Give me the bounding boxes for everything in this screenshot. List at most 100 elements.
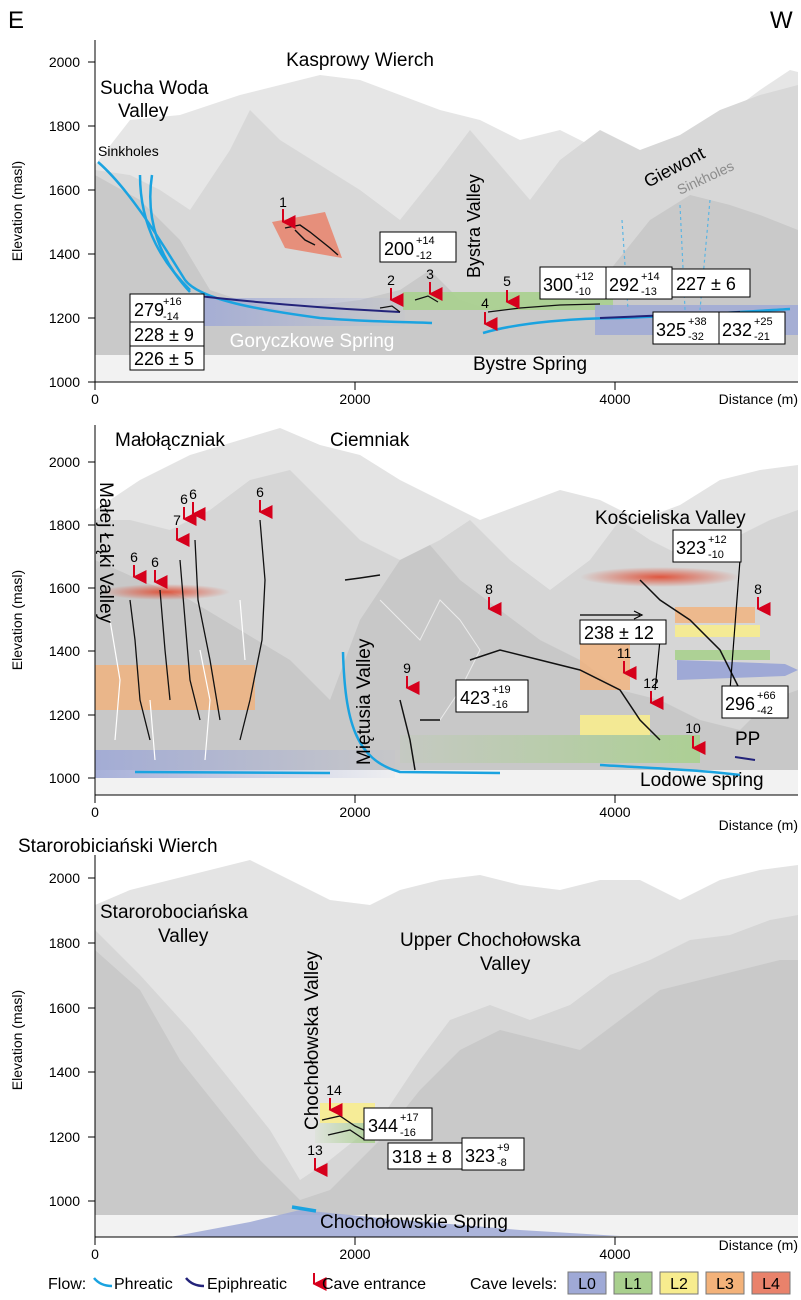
entrance-label: 13 (307, 1142, 323, 1158)
entrance-label: 11 (617, 645, 632, 661)
svg-text:+9: +9 (497, 1142, 510, 1154)
age-box: 279 +16 -14 (129, 293, 205, 323)
entrance-13: 13 (307, 1142, 328, 1177)
svg-text:238 ± 12: 238 ± 12 (584, 623, 654, 643)
x-tick-label: 2000 (339, 1246, 370, 1262)
svg-text:323: 323 (676, 538, 706, 558)
legend-flow-label: Flow: (48, 1276, 86, 1293)
entrance-label: 4 (481, 295, 489, 311)
svg-text:-14: -14 (163, 311, 179, 323)
panel-top: 2000 1800 1600 1400 1200 1000 0 2000 400… (9, 40, 798, 407)
age-box: 226 ± 5 (129, 345, 205, 371)
y-tick-label: 1800 (49, 517, 80, 533)
entrance-1: 1 (279, 194, 296, 229)
entrance-2: 2 (387, 272, 404, 307)
x-axis-title: Distance (m) (719, 391, 798, 407)
y-axis-title: Elevation (masl) (9, 570, 25, 670)
cave-survey (321, 1115, 369, 1141)
panel-bottom: 2000 1800 1600 1400 1200 1000 0 2000 400… (9, 836, 798, 1262)
svg-text:200: 200 (384, 239, 414, 259)
panel-middle: 2000 1800 1600 1400 1200 1000 0 2000 400… (9, 425, 798, 833)
entrance-label: 5 (503, 273, 511, 289)
svg-text:+19: +19 (492, 684, 511, 696)
entrance-6: 6 (151, 554, 168, 589)
svg-text:300: 300 (543, 275, 573, 295)
level-label: L0 (578, 1276, 596, 1293)
entrance-8: 8 (485, 581, 502, 616)
svg-text:-42: -42 (757, 705, 773, 717)
age-box: 318 ± 8 (387, 1142, 463, 1170)
svg-text:-32: -32 (688, 331, 704, 343)
svg-text:-10: -10 (708, 549, 724, 561)
svg-text:-16: -16 (400, 1127, 416, 1139)
valley-label: Valley (158, 926, 209, 947)
age-box: 300 +12 -10 (539, 266, 607, 300)
x-tick-label: 2000 (339, 391, 370, 407)
east-label: E (8, 7, 24, 34)
entrance-label: 6 (130, 549, 138, 565)
legend-cave-entrance: Cave entrance (322, 1276, 426, 1293)
entrance-9: 9 (403, 660, 420, 695)
svg-text:292: 292 (609, 275, 639, 295)
peak-label: Kasprowy Wierch (286, 50, 434, 71)
entrance-label: 6 (151, 554, 159, 570)
cave-survey (284, 224, 339, 256)
entrance-6: 6 (130, 549, 147, 584)
y-tick-label: 1400 (49, 246, 80, 262)
svg-text:226 ± 5: 226 ± 5 (134, 349, 194, 369)
age-box: 200 +14 -12 (379, 231, 457, 263)
west-label: W (770, 7, 793, 34)
peak-label: Ciemniak (330, 430, 410, 451)
svg-text:-21: -21 (754, 331, 770, 343)
svg-text:+66: +66 (757, 690, 776, 702)
entrance-label: 10 (685, 720, 701, 736)
age-box: 228 ± 9 (129, 321, 205, 347)
cave-survey-white (109, 599, 246, 761)
entrance-5: 5 (503, 273, 520, 309)
y-tick-label: 1800 (49, 935, 80, 951)
valley-label: Małej Łąki Valley (95, 482, 116, 624)
y-tick-label: 1000 (49, 1193, 80, 1209)
age-box: 232 +25 -21 (718, 311, 786, 345)
level-label: L3 (716, 1276, 734, 1293)
entrance-label: 6 (189, 486, 197, 502)
age-box: 344 +17 -16 (363, 1107, 433, 1141)
entrance-3: 3 (426, 266, 443, 301)
svg-text:+16: +16 (163, 296, 182, 308)
phreatic-flow (341, 651, 501, 775)
phreatic-flow (134, 770, 331, 775)
entrance-label: 7 (173, 512, 181, 528)
legend-phreatic: Phreatic (114, 1276, 173, 1293)
entrance-6: 6 (180, 491, 197, 526)
valley-label: Valley (480, 954, 531, 975)
legend-epiphreatic: Epiphreatic (207, 1276, 287, 1293)
entrance-11: 11 (617, 645, 637, 680)
epiphreatic-legend-icon (185, 1277, 205, 1288)
entrance-label: 8 (754, 581, 762, 597)
valley-label: Kościeliska Valley (595, 508, 746, 529)
y-tick-label: 1200 (49, 310, 80, 326)
age-box: 227 ± 6 (671, 268, 751, 298)
svg-text:-8: -8 (497, 1157, 507, 1169)
entrance-4: 4 (481, 295, 498, 331)
x-ticks: 0 2000 4000 (91, 795, 631, 820)
level-swatch-l0 (567, 1271, 607, 1295)
x-ticks: 0 2000 4000 (91, 382, 631, 407)
phreatic-flow (599, 763, 741, 777)
y-ticks: 2000 1800 1600 1400 1200 1000 (49, 870, 95, 1209)
y-tick-label: 1600 (49, 580, 80, 596)
legend: Flow: Phreatic Epiphreatic Cave entrance… (48, 1271, 791, 1295)
svg-text:232: 232 (722, 320, 752, 340)
epiphreatic-flow (734, 756, 756, 761)
svg-text:318 ± 8: 318 ± 8 (392, 1147, 452, 1167)
pointer-arrow (729, 559, 741, 691)
age-box: 238 ± 12 (579, 619, 667, 645)
spring-label: Chochołowskie Spring (320, 1212, 508, 1233)
level-swatch-l4 (751, 1271, 791, 1295)
terrain-front (95, 950, 798, 1237)
level-swatch-l2 (659, 1271, 699, 1295)
x-ticks: 0 2000 4000 (91, 1237, 631, 1262)
y-tick-label: 1400 (49, 1064, 80, 1080)
age-box: 423 +19 -16 (455, 679, 529, 713)
valley-label: Upper Chochołowska (400, 930, 581, 951)
